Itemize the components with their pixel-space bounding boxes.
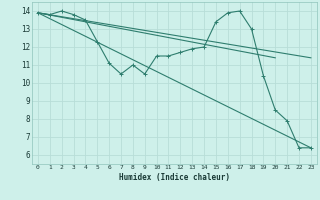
X-axis label: Humidex (Indice chaleur): Humidex (Indice chaleur) xyxy=(119,173,230,182)
